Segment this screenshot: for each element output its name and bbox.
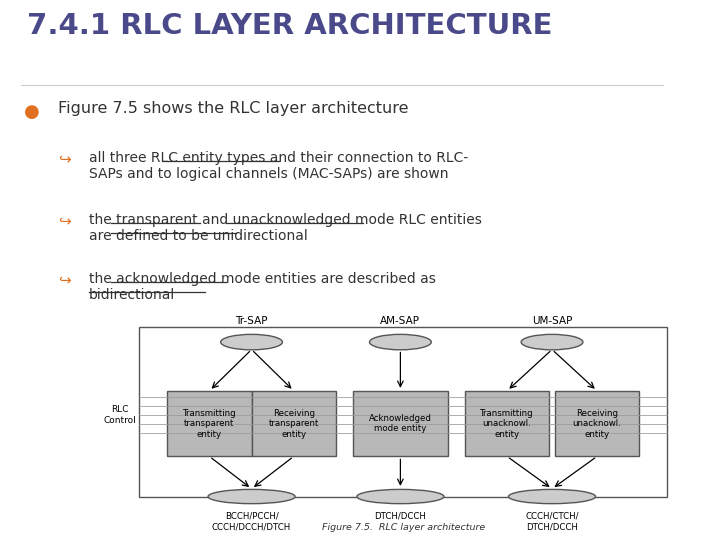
Bar	[139, 327, 667, 497]
Text: ↪: ↪	[58, 151, 71, 166]
Text: BCCH/PCCH/
CCCH/DCCH/DTCH: BCCH/PCCH/ CCCH/DCCH/DTCH	[212, 512, 291, 531]
Bar	[251, 391, 336, 456]
Bar	[555, 391, 639, 456]
Text: RLC
Control: RLC Control	[104, 405, 137, 424]
Ellipse shape	[220, 334, 282, 350]
Text: AM-SAP: AM-SAP	[380, 316, 420, 326]
Bar	[167, 391, 251, 456]
Text: DTCH/DCCH: DTCH/DCCH	[374, 512, 426, 521]
Bar	[353, 391, 448, 456]
Ellipse shape	[208, 489, 295, 504]
Text: Figure 7.5 shows the RLC layer architecture: Figure 7.5 shows the RLC layer architect…	[58, 102, 409, 116]
Text: Transmitting
unacknowl.
entity: Transmitting unacknowl. entity	[480, 409, 534, 438]
Text: the acknowledged mode entities are described as
bidirectional: the acknowledged mode entities are descr…	[89, 272, 436, 302]
Ellipse shape	[357, 489, 444, 504]
Text: ●: ●	[24, 103, 40, 121]
Text: Tr-SAP: Tr-SAP	[235, 316, 268, 326]
Text: ↪: ↪	[58, 213, 71, 228]
Text: ↪: ↪	[58, 272, 71, 287]
Text: Figure 7.5.  RLC layer architecture: Figure 7.5. RLC layer architecture	[322, 523, 485, 532]
Ellipse shape	[521, 334, 583, 350]
Ellipse shape	[508, 489, 595, 504]
Bar	[465, 391, 549, 456]
Ellipse shape	[369, 334, 431, 350]
Text: all three RLC entity types and their connection to RLC-
SAPs and to logical chan: all three RLC entity types and their con…	[89, 151, 468, 181]
Text: UM-SAP: UM-SAP	[532, 316, 572, 326]
Text: CCCH/CTCH/
DTCH/DCCH: CCCH/CTCH/ DTCH/DCCH	[526, 512, 579, 531]
Text: Receiving
transparent
entity: Receiving transparent entity	[269, 409, 319, 438]
Text: Acknowledged
mode entity: Acknowledged mode entity	[369, 414, 432, 434]
Text: the transparent and unacknowledged mode RLC entities
are defined to be unidirect: the transparent and unacknowledged mode …	[89, 213, 482, 244]
Text: 7.4.1 RLC LAYER ARCHITECTURE: 7.4.1 RLC LAYER ARCHITECTURE	[27, 12, 553, 40]
Text: Transmitting
transparent
entity: Transmitting transparent entity	[183, 409, 236, 438]
Text: Receiving
unacknowl.
entity: Receiving unacknowl. entity	[572, 409, 621, 438]
